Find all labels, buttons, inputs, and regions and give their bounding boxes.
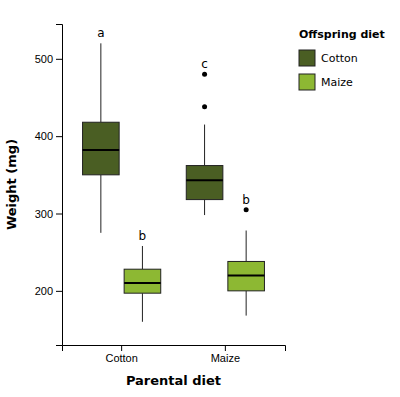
box-body (83, 122, 120, 175)
marks (83, 43, 265, 321)
legend-swatch (299, 74, 315, 90)
whisker-lower (204, 200, 205, 215)
median (186, 179, 223, 181)
x-tick: Maize (211, 345, 240, 364)
tick-mark (121, 345, 122, 351)
tick-label: 300 (35, 208, 53, 220)
median (83, 149, 120, 151)
legend: Offspring diet Cotton Maize (299, 28, 385, 90)
box (124, 246, 161, 322)
chart: Cotton Maize 200 300 400 500 a b c b Parental diet… (0, 0, 400, 397)
whisker-upper (142, 246, 143, 269)
tick-label: Maize (211, 352, 240, 364)
y-axis-title: Weight (mg) (4, 139, 19, 230)
box-body (124, 269, 161, 293)
tick-label: 400 (35, 130, 53, 142)
box (83, 43, 120, 233)
whisker-upper (246, 231, 247, 262)
axis-line (63, 346, 286, 352)
y-tick: 500 (35, 53, 62, 65)
x-axis-title: Parental diet (126, 373, 221, 388)
significance-label: b (242, 193, 250, 207)
legend-swatch (299, 50, 315, 66)
x-axis: Cotton Maize (63, 345, 286, 364)
significance-label: b (139, 229, 147, 243)
legend-item: Maize (299, 74, 353, 90)
tick-mark (56, 136, 62, 137)
tick-label: Cotton (105, 352, 137, 364)
whisker-lower (246, 291, 247, 316)
box (228, 207, 265, 315)
y-tick: 400 (35, 130, 62, 142)
whisker-upper (204, 125, 205, 166)
significance-label: a (97, 26, 104, 40)
tick-mark (56, 291, 62, 292)
tick-label: 500 (35, 53, 53, 65)
whisker-lower (100, 175, 101, 233)
significance-label: c (201, 57, 208, 71)
x-tick: Cotton (105, 345, 137, 364)
y-tick: 300 (35, 208, 62, 220)
outlier (202, 72, 207, 77)
legend-label: Maize (321, 76, 353, 89)
outlier (202, 104, 207, 109)
whisker-lower (142, 293, 143, 322)
outlier (244, 207, 249, 212)
box-body (228, 261, 265, 290)
annotations: a b c b (97, 26, 250, 243)
legend-item: Cotton (299, 50, 358, 66)
y-tick: 200 (35, 285, 62, 297)
axis-line (56, 25, 63, 346)
tick-mark (225, 345, 226, 351)
box-body (186, 166, 223, 200)
tick-mark (56, 214, 62, 215)
plot: Cotton Maize 200 300 400 500 a b c b (35, 25, 286, 364)
box (186, 72, 223, 215)
legend-label: Cotton (321, 52, 358, 65)
median (228, 274, 265, 276)
whisker-upper (100, 43, 101, 122)
legend-title: Offspring diet (299, 28, 385, 41)
tick-label: 200 (35, 285, 53, 297)
tick-mark (56, 59, 62, 60)
y-axis: 200 300 400 500 (35, 25, 63, 346)
median (124, 282, 161, 284)
